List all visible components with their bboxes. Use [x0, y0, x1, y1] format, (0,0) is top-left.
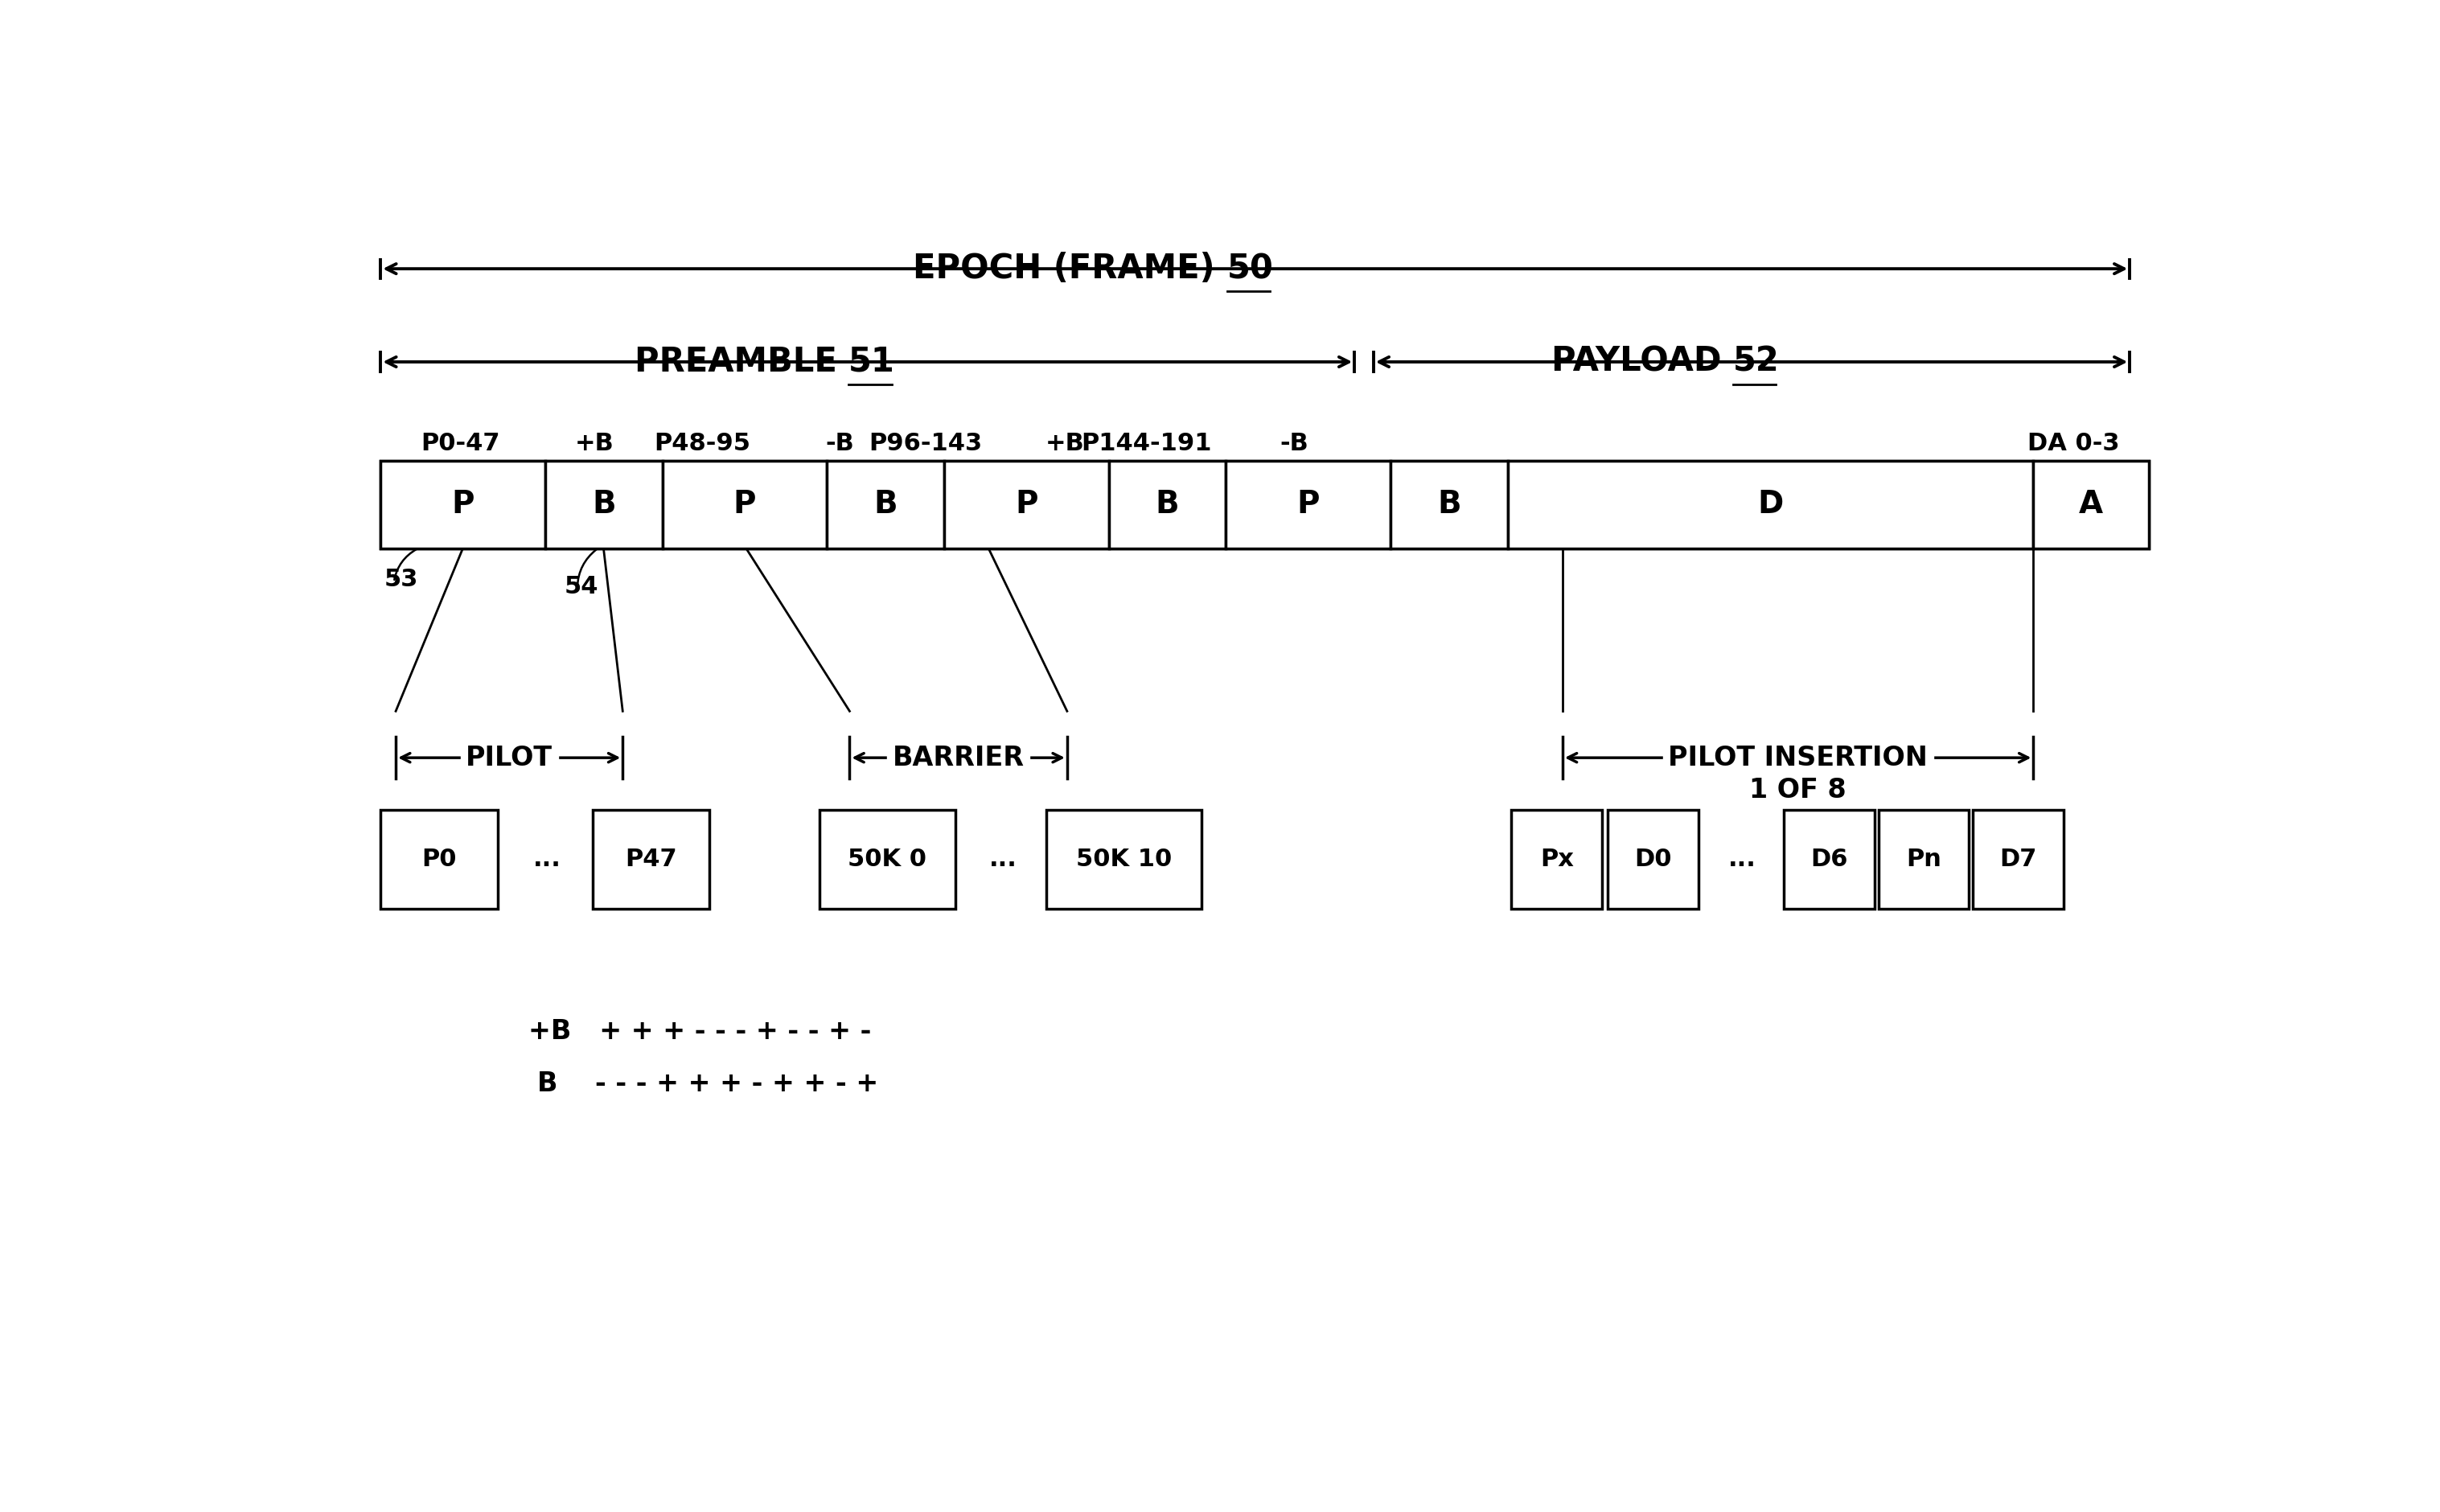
- Text: PREAMBLE: PREAMBLE: [634, 345, 849, 380]
- Bar: [1225, 461, 1391, 549]
- Text: P47: P47: [625, 848, 676, 871]
- Bar: [1510, 810, 1603, 909]
- Bar: [1391, 461, 1508, 549]
- Text: P: P: [1015, 490, 1037, 520]
- Text: P96-143: P96-143: [869, 432, 981, 455]
- Bar: [827, 461, 944, 549]
- Text: Px: Px: [1540, 848, 1574, 871]
- Text: D0: D0: [1635, 848, 1671, 871]
- Text: P144-191: P144-191: [1081, 432, 1213, 455]
- Text: ...: ...: [988, 848, 1017, 871]
- Bar: [381, 810, 498, 909]
- Text: B: B: [874, 490, 898, 520]
- Bar: [2033, 461, 2150, 549]
- Text: PAYLOAD: PAYLOAD: [1552, 345, 1732, 380]
- Text: P: P: [1296, 490, 1320, 520]
- Text: D6: D6: [1810, 848, 1847, 871]
- Text: -B: -B: [1279, 432, 1308, 455]
- Text: 52: 52: [1732, 345, 1779, 380]
- Bar: [1703, 810, 1779, 909]
- Bar: [1047, 810, 1200, 909]
- Text: PILOT INSERTION: PILOT INSERTION: [1669, 744, 1928, 771]
- Text: 53: 53: [386, 569, 420, 591]
- Text: B: B: [1157, 490, 1179, 520]
- Text: B: B: [593, 490, 615, 520]
- Bar: [508, 810, 586, 909]
- Text: 1 OF 8: 1 OF 8: [1749, 777, 1847, 803]
- Text: P0-47: P0-47: [420, 432, 500, 455]
- Text: D: D: [1757, 490, 1784, 520]
- Text: P48-95: P48-95: [654, 432, 752, 455]
- Text: P0: P0: [422, 848, 456, 871]
- Text: A: A: [2079, 490, 2103, 520]
- Text: 54: 54: [564, 575, 598, 599]
- Bar: [1108, 461, 1225, 549]
- Text: DA 0-3: DA 0-3: [2028, 432, 2118, 455]
- Text: P: P: [732, 490, 756, 520]
- Bar: [1879, 810, 1969, 909]
- Text: EPOCH (FRAME): EPOCH (FRAME): [913, 253, 1227, 286]
- Text: 51: 51: [849, 345, 895, 380]
- Bar: [1608, 810, 1698, 909]
- Text: B: B: [1437, 490, 1462, 520]
- Bar: [381, 461, 2150, 549]
- Text: P: P: [451, 490, 473, 520]
- Text: +B: +B: [576, 432, 615, 455]
- Bar: [1784, 810, 1874, 909]
- Text: Pn: Pn: [1906, 848, 1942, 871]
- Bar: [820, 810, 956, 909]
- Bar: [944, 461, 1108, 549]
- Bar: [1974, 810, 2064, 909]
- Text: ...: ...: [532, 848, 561, 871]
- Text: BARRIER: BARRIER: [893, 744, 1025, 771]
- Text: +B   + + + - - - + - - + -: +B + + + - - - + - - + -: [527, 1018, 871, 1045]
- Bar: [593, 810, 710, 909]
- Text: 50: 50: [1227, 253, 1274, 286]
- Bar: [1508, 461, 2033, 549]
- Text: -B: -B: [825, 432, 854, 455]
- Text: B    - - - + + + - + + - +: B - - - + + + - + + - +: [537, 1070, 878, 1098]
- Text: +B: +B: [1047, 432, 1086, 455]
- Bar: [964, 810, 1042, 909]
- Text: D7: D7: [2001, 848, 2037, 871]
- Text: 50K 0: 50K 0: [849, 848, 927, 871]
- Bar: [381, 461, 544, 549]
- Text: 50K 10: 50K 10: [1076, 848, 1171, 871]
- Bar: [661, 461, 827, 549]
- Text: PILOT: PILOT: [466, 744, 551, 771]
- Bar: [544, 461, 661, 549]
- Text: ...: ...: [1728, 848, 1757, 871]
